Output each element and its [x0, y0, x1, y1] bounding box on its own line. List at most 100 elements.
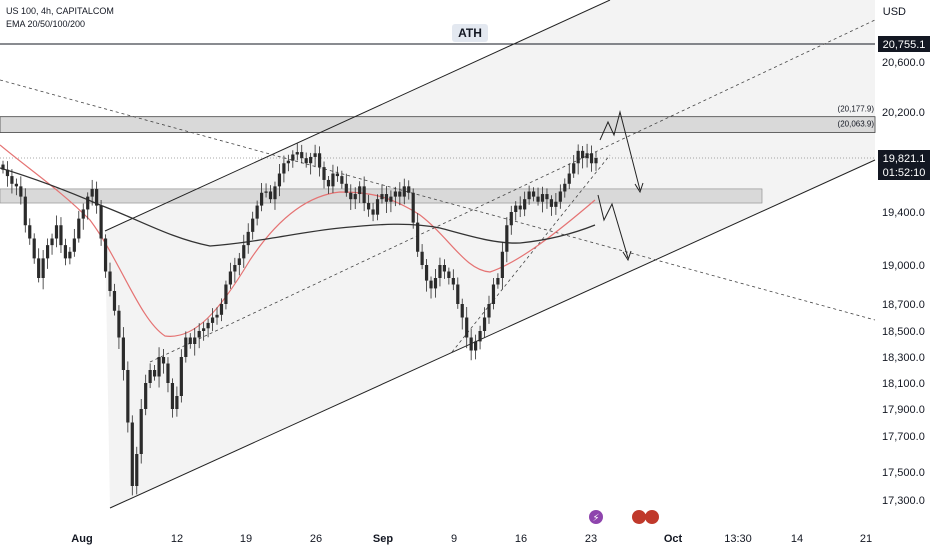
y-axis[interactable]: 20,600.0 20,200.0 19,400.0 19,000.0 18,700.0…: [882, 57, 925, 507]
candle-body: [59, 225, 63, 246]
current-price-box: [878, 150, 930, 180]
candle-body: [536, 196, 540, 202]
candle-body: [228, 271, 232, 285]
candle-body: [202, 328, 206, 331]
candle-body: [518, 205, 522, 210]
candle-body: [210, 317, 215, 323]
candle-body: [72, 238, 76, 252]
candle-body: [393, 191, 397, 197]
candle-body: [572, 163, 576, 174]
projection-arrowhead-lower: [622, 250, 632, 262]
candle-body: [50, 238, 54, 246]
candle-body: [295, 152, 299, 155]
candle-body: [531, 191, 536, 197]
candle-body: [505, 225, 509, 252]
y-tick-label: 19,400.0: [882, 207, 925, 219]
symbol-legend[interactable]: US 100, 4h, CAPITALCOM: [6, 6, 114, 16]
candle-body: [193, 337, 197, 344]
projection-path-upper: [599, 110, 641, 191]
candle-body: [246, 231, 250, 246]
candle-body: [157, 357, 161, 377]
us-flag-event-icon-1[interactable]: [632, 510, 646, 524]
lightning-event-icon[interactable]: [589, 510, 603, 524]
candle-body: [273, 186, 277, 200]
candle-body: [576, 150, 580, 164]
candle-body: [331, 173, 335, 187]
candle-body: [251, 218, 255, 232]
candle-body: [317, 153, 322, 168]
candle-body: [540, 194, 545, 202]
candle-body: [411, 192, 415, 223]
candle-body: [429, 280, 433, 289]
y-tick-label: 17,700.0: [882, 431, 925, 443]
candle-body: [380, 194, 384, 200]
candle-body: [14, 183, 18, 187]
candle-body: [474, 341, 478, 351]
candle-body: [371, 209, 375, 215]
candle-body: [567, 173, 571, 184]
current-price-text: 19,821.1: [883, 153, 926, 165]
candle-body: [54, 225, 59, 239]
dashed-downtrend-line: [0, 79, 876, 321]
us-flag-event-icon-2[interactable]: [645, 510, 659, 524]
y-tick-label: 19,000.0: [882, 260, 925, 272]
candle-body: [86, 196, 90, 210]
x-tick-label: 14: [791, 533, 803, 545]
resistance-zone: [0, 116, 876, 133]
currency-label[interactable]: USD: [882, 6, 906, 18]
candle-body: [581, 150, 585, 159]
x-tick-label: 19: [240, 533, 252, 545]
candle-body: [19, 186, 23, 197]
candle-body: [23, 196, 27, 226]
candle-body: [523, 199, 527, 210]
candle-body: [45, 245, 50, 259]
candle-body: [144, 383, 148, 409]
candle-body: [469, 337, 473, 351]
candle-body: [496, 278, 500, 285]
candle-body: [527, 191, 531, 200]
candle-body: [424, 265, 429, 281]
candle-body: [500, 251, 504, 278]
candle-body: [117, 310, 121, 338]
dashed-uptrend-line: [149, 19, 876, 363]
indicator-legend[interactable]: EMA 20/50/100/200: [6, 19, 86, 29]
candle-body: [161, 357, 166, 364]
candle-body: [121, 337, 125, 370]
channel-lower-line: [109, 159, 876, 509]
candle-body: [456, 284, 460, 304]
x-tick-label: 26: [310, 533, 322, 545]
candle-body: [545, 194, 549, 200]
candle-body: [152, 370, 157, 377]
candle-body: [90, 188, 94, 197]
channel-upper-line: [104, 0, 611, 232]
candles: [1, 143, 598, 496]
y-tick-label: 18,100.0: [882, 378, 925, 390]
candle-body: [563, 183, 567, 192]
candle-body: [465, 317, 469, 338]
zone-bottom-label: (20,063.9): [838, 120, 875, 129]
candle-body: [166, 363, 170, 383]
dashed-steep-line: [451, 154, 611, 353]
projection-arrowhead-upper: [634, 182, 644, 194]
candle-body: [81, 209, 85, 219]
x-tick-label: 9: [451, 533, 457, 545]
y-tick-label: 17,500.0: [882, 467, 925, 479]
candle-body: [416, 222, 420, 252]
candle-body: [402, 186, 406, 197]
x-tick-label: 13:30: [724, 533, 752, 545]
candle-body: [130, 422, 134, 486]
x-tick-label: Aug: [71, 533, 92, 545]
channel-fill: [105, 0, 875, 508]
candle-body: [407, 186, 411, 193]
candle-body: [389, 196, 393, 202]
ath-price-box: [878, 36, 930, 52]
candle-body: [420, 251, 424, 265]
candle-body: [206, 322, 210, 329]
y-tick-label: 18,500.0: [882, 326, 925, 338]
x-axis[interactable]: Aug 12 19 26 Sep 9 16 23 Oct 13:30 14 21: [71, 533, 872, 545]
candle-body: [322, 167, 326, 180]
candle-body: [478, 331, 482, 342]
candle-body: [224, 284, 228, 304]
candle-body: [99, 205, 103, 239]
